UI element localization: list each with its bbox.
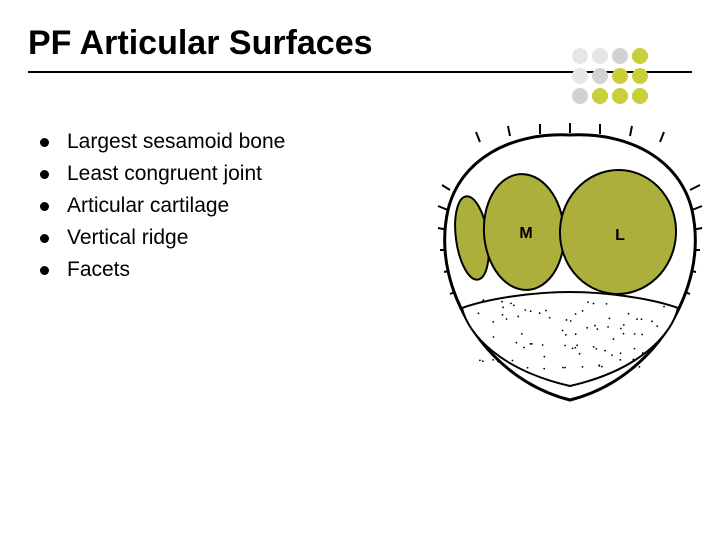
facet-label: M bbox=[519, 225, 532, 242]
bullet-text: Least congruent joint bbox=[67, 162, 262, 186]
bullet-text: Facets bbox=[67, 258, 130, 282]
bullet-marker-icon bbox=[40, 138, 49, 147]
bullet-marker-icon bbox=[40, 170, 49, 179]
bullet-text: Articular cartilage bbox=[67, 194, 229, 218]
patella-diagram: ML bbox=[420, 115, 720, 425]
bullet-item: Least congruent joint bbox=[40, 162, 370, 186]
bullet-text: Vertical ridge bbox=[67, 226, 188, 250]
bullet-marker-icon bbox=[40, 202, 49, 211]
bullet-item: Articular cartilage bbox=[40, 194, 370, 218]
bullet-list: Largest sesamoid bone Least congruent joi… bbox=[40, 130, 370, 290]
bullet-marker-icon bbox=[40, 234, 49, 243]
bullet-item: Vertical ridge bbox=[40, 226, 370, 250]
facet-label: L bbox=[615, 227, 625, 244]
slide: PF Articular Surfaces Largest sesamoid b… bbox=[0, 0, 720, 540]
bullet-item: Largest sesamoid bone bbox=[40, 130, 370, 154]
corner-dot-grid-icon bbox=[570, 46, 670, 116]
bullet-item: Facets bbox=[40, 258, 370, 282]
bullet-marker-icon bbox=[40, 266, 49, 275]
bullet-text: Largest sesamoid bone bbox=[67, 130, 285, 154]
